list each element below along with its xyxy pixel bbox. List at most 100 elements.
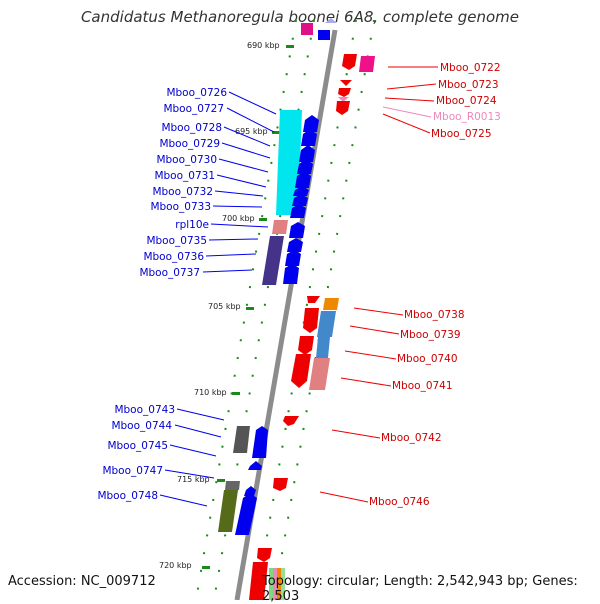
- gene-label: Mboo_0728: [161, 122, 222, 134]
- gene-arrow: [257, 548, 272, 562]
- gene-block: [317, 311, 336, 337]
- gene-arrow: [342, 54, 357, 70]
- leader-line: [384, 97, 435, 102]
- leader-line: [349, 325, 400, 335]
- gene-arrow: [307, 296, 320, 303]
- accession-label: Accession: NC_009712: [8, 574, 156, 589]
- scale-label: 705 kbp: [208, 302, 241, 311]
- gene-arrow: [283, 264, 299, 284]
- gene-block: [318, 30, 330, 40]
- gene-block: [323, 298, 339, 310]
- gene-arrow: [293, 186, 309, 196]
- leader-line: [382, 113, 431, 134]
- leader-line: [223, 126, 271, 147]
- leader-line: [176, 408, 225, 421]
- scale-label: 695 kbp: [235, 127, 268, 136]
- genome-title: Candidatus Methanoregula boonei 6A8, com…: [80, 8, 520, 26]
- gene-arrow: [252, 426, 268, 458]
- gene-block: [273, 568, 277, 600]
- gene-label: Mboo_0725: [431, 128, 492, 140]
- scale-label: 710 kbp: [194, 388, 227, 397]
- gene-arrow: [292, 194, 308, 206]
- gene-label: Mboo_0729: [159, 138, 220, 150]
- gene-label: Mboo_0735: [146, 235, 207, 247]
- leader-line: [228, 91, 277, 115]
- scale-label: 715 kbp: [177, 475, 210, 484]
- gene-block: [309, 358, 330, 390]
- gene-arrow: [338, 97, 349, 102]
- gene-label: Mboo_0727: [163, 103, 224, 115]
- leader-line: [212, 205, 263, 208]
- scale-tick: [286, 45, 294, 48]
- left-leader-lines: [159, 91, 277, 507]
- gene-label: Mboo_0740: [397, 353, 458, 365]
- gene-label: Mboo_R0013: [433, 111, 501, 123]
- gene-label: Mboo_0744: [111, 420, 172, 432]
- scale-tick: [232, 392, 240, 395]
- gene-label: Mboo_0726: [166, 87, 227, 99]
- gene-arrow: [299, 145, 315, 162]
- gene-label: Mboo_0722: [440, 62, 501, 74]
- gene-arrow: [244, 486, 256, 496]
- scale-tick: [272, 131, 280, 134]
- scale-label: 690 kbp: [247, 41, 280, 50]
- leader-line: [218, 158, 269, 173]
- leader-line: [169, 444, 217, 457]
- gene-block: [359, 56, 375, 72]
- gene-label: Mboo_0723: [438, 79, 499, 91]
- gene-arrow: [340, 80, 352, 86]
- right-leader-lines: [319, 66, 438, 503]
- gene-block: [316, 337, 330, 358]
- gene-arrow: [283, 416, 299, 426]
- gene-label: Mboo_0748: [97, 490, 158, 502]
- left-gene-labels: Mboo_0726 Mboo_0727 Mboo_0728 Mboo_0729 …: [97, 87, 227, 502]
- gene-arrow: [291, 354, 311, 388]
- gene-label: Mboo_0741: [392, 380, 453, 392]
- gene-block: [301, 23, 313, 35]
- scale-tick: [217, 479, 225, 482]
- scale-label: 700 kbp: [222, 214, 255, 223]
- right-gene-labels: Mboo_0722 Mboo_0723 Mboo_0724 Mboo_R0013…: [369, 62, 501, 508]
- scale-tick: [259, 218, 267, 221]
- gene-block: [277, 568, 281, 600]
- gene-arrow: [301, 129, 317, 146]
- leader-line: [205, 253, 257, 257]
- gene-label: Mboo_0730: [156, 154, 217, 166]
- gene-arrow: [325, 18, 337, 23]
- gene-label: Mboo_0736: [143, 251, 204, 263]
- gene-block: [262, 236, 284, 285]
- gene-arrow: [273, 478, 288, 491]
- gene-arrow: [338, 88, 351, 97]
- gene-arrow: [235, 493, 257, 535]
- gene-arrow: [295, 171, 311, 188]
- gene-arrow: [289, 222, 305, 238]
- gene-block: [249, 562, 268, 600]
- leader-line: [386, 83, 437, 90]
- gene-block: [281, 568, 285, 600]
- gene-block: [218, 490, 238, 532]
- gene-arrow: [303, 115, 319, 132]
- gene-label: Mboo_0733: [150, 201, 211, 213]
- leader-line: [208, 238, 259, 241]
- gene-arrow: [290, 204, 306, 218]
- gene-arrow: [248, 461, 262, 470]
- gene-label: Mboo_0747: [102, 465, 163, 477]
- gene-label: Mboo_0732: [152, 186, 213, 198]
- reverse-strand-genes: [249, 54, 375, 600]
- scale-tick: [246, 307, 254, 310]
- gene-block-rpl10e: [272, 220, 288, 234]
- gene-label: Mboo_0743: [114, 404, 175, 416]
- gene-block: [233, 426, 250, 453]
- gene-label: Mboo_0746: [369, 496, 430, 508]
- leader-line: [164, 469, 215, 479]
- leader-line: [382, 106, 432, 118]
- leader-line: [202, 269, 253, 273]
- gene-arrow: [298, 336, 314, 355]
- gene-arrow: [297, 159, 313, 174]
- forward-strand-genes: [218, 18, 337, 535]
- gene-label: Mboo_0742: [381, 432, 442, 444]
- gene-label: rpl10e: [175, 219, 209, 231]
- gene-label: Mboo_0739: [400, 329, 461, 341]
- leader-line: [353, 307, 404, 316]
- gene-arrow: [285, 250, 301, 266]
